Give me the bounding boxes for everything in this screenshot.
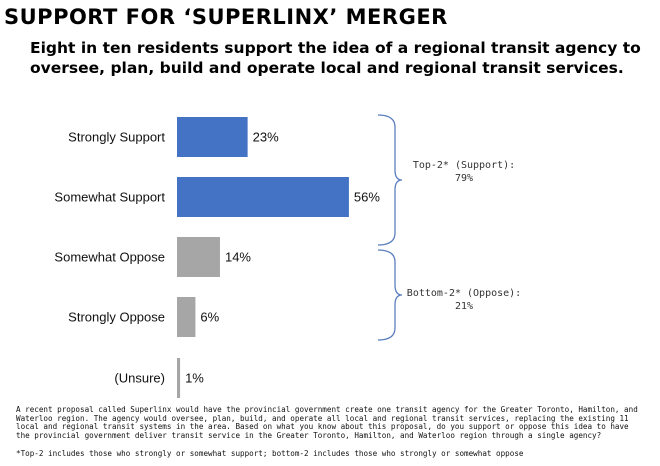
category-label: Somewhat Support [54,190,165,205]
question-note: A recent proposal called Superlinx would… [16,405,638,440]
bar-chart: Strongly Support 23% Somewhat Support 56% So… [54,114,521,398]
value-label: 56% [354,190,380,205]
group-total-label: 79% [455,173,473,184]
value-label: 1% [185,371,204,386]
bar-somewhat-support [177,177,349,217]
category-label: (Unsure) [114,371,165,386]
bar-unsure [177,358,181,398]
bar-strongly-support [177,117,248,157]
group-label: Bottom-2* (Oppose): [407,288,521,299]
footnote: *Top-2 includes those who strongly or so… [16,449,524,458]
value-label: 14% [225,250,251,265]
oppose-bracket [377,249,403,341]
category-label: Strongly Oppose [68,310,165,325]
page-title: SUPPORT FOR ‘SUPERLINX’ MERGER [4,5,448,29]
category-label: Strongly Support [68,130,165,145]
category-label: Somewhat Oppose [54,250,165,265]
group-total-label: 21% [455,301,473,312]
group-label: Top-2* (Support): [413,160,515,171]
value-label: 6% [200,310,219,325]
support-bracket [377,114,403,246]
page-subtitle: Eight in ten residents support the idea … [30,39,641,77]
bar-somewhat-oppose [177,237,220,277]
bar-strongly-oppose [177,297,196,337]
value-label: 23% [253,130,279,145]
